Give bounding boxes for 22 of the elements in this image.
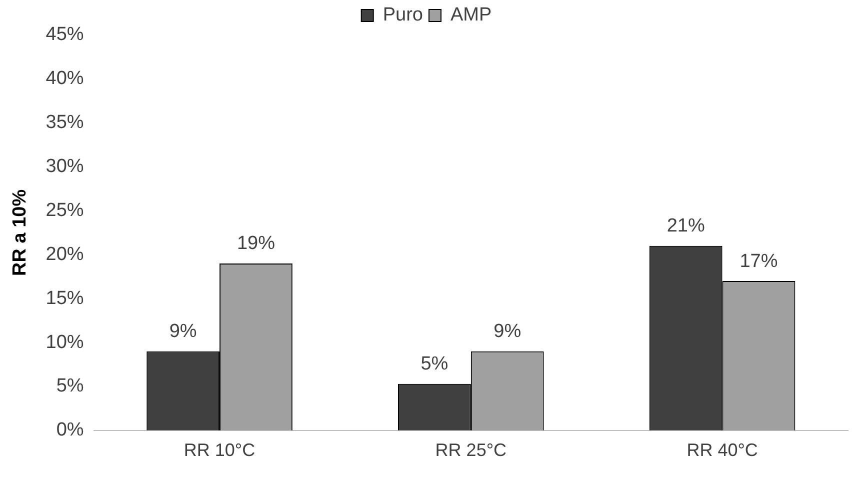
y-tick-label: 20% [46,244,84,265]
x-tick-label: RR 25°C [435,440,507,460]
y-axis-title: RR a 10% [10,189,31,276]
y-tick-label: 10% [46,332,84,353]
legend-label: Puro [382,4,423,26]
y-tick-label: 15% [46,288,84,309]
y-tick-label: 30% [46,156,84,178]
y-tick-label: 0% [56,420,84,441]
data-label: 9% [169,321,197,342]
legend-label: AMP [450,4,492,26]
data-label: 19% [236,233,276,254]
x-tick-label: RR 10°C [184,440,256,460]
y-tick-label: 35% [46,112,84,134]
data-label: 9% [494,321,522,342]
data-label: 21% [666,216,705,237]
y-tick-label: 45% [46,24,84,46]
data-label: 5% [420,354,448,375]
y-tick-label: 25% [46,200,84,221]
y-tick-label: 40% [46,68,84,90]
y-tick-label: 5% [56,376,84,397]
x-tick-label: RR 40°C [686,440,758,460]
data-label: 17% [740,250,778,272]
